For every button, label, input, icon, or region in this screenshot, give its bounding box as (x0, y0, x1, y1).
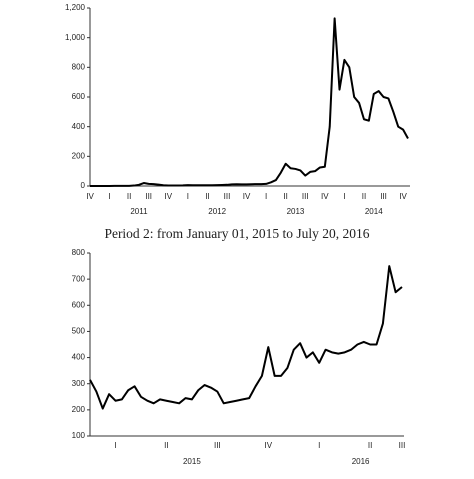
x-tick-label: IV (399, 192, 407, 201)
y-tick-label: 300 (72, 379, 86, 388)
x-tick-label: II (283, 192, 287, 201)
y-tick-label: 0 (81, 181, 86, 190)
y-tick-label: 1,000 (65, 33, 86, 42)
x-tick-label: II (127, 192, 131, 201)
price-line (89, 265, 403, 410)
x-tick-label: III (302, 192, 309, 201)
y-tick-label: 200 (72, 151, 86, 160)
x-tick-label: II (164, 441, 168, 450)
x-tick-label: I (343, 192, 345, 201)
x-tick-label: III (399, 441, 406, 450)
x-tick-label: I (114, 441, 116, 450)
y-tick-label: 600 (72, 300, 86, 309)
year-label: 2016 (352, 457, 370, 466)
y-tick-label: 200 (72, 405, 86, 414)
x-tick-label: IV (164, 192, 172, 201)
y-tick-label: 800 (72, 62, 86, 71)
x-tick-label: IV (86, 192, 94, 201)
price-line (89, 17, 409, 187)
y-tick-label: 700 (72, 274, 86, 283)
x-tick-label: IV (243, 192, 251, 201)
x-tick-label: II (362, 192, 366, 201)
year-label: 2011 (130, 207, 148, 216)
y-tick-label: 100 (72, 431, 86, 440)
chart-title: Period 2: from January 01, 2015 to July … (104, 226, 369, 241)
x-tick-label: I (187, 192, 189, 201)
y-tick-label: 500 (72, 327, 86, 336)
year-label: 2014 (365, 207, 383, 216)
x-tick-label: I (265, 192, 267, 201)
x-tick-label: III (380, 192, 387, 201)
year-label: 2015 (183, 457, 201, 466)
y-tick-label: 400 (72, 353, 86, 362)
x-tick-label: IV (321, 192, 329, 201)
x-tick-label: II (205, 192, 209, 201)
year-label: 2012 (208, 207, 226, 216)
y-tick-label: 600 (72, 92, 86, 101)
x-tick-label: III (214, 441, 221, 450)
x-tick-label: I (318, 441, 320, 450)
x-tick-label: III (145, 192, 152, 201)
y-tick-label: 800 (72, 248, 86, 257)
x-tick-label: III (224, 192, 231, 201)
x-tick-label: I (108, 192, 110, 201)
x-tick-label: IV (265, 441, 273, 450)
x-tick-label: II (368, 441, 372, 450)
y-tick-label: 400 (72, 122, 86, 131)
y-tick-label: 1,200 (65, 3, 86, 12)
year-label: 2013 (287, 207, 305, 216)
